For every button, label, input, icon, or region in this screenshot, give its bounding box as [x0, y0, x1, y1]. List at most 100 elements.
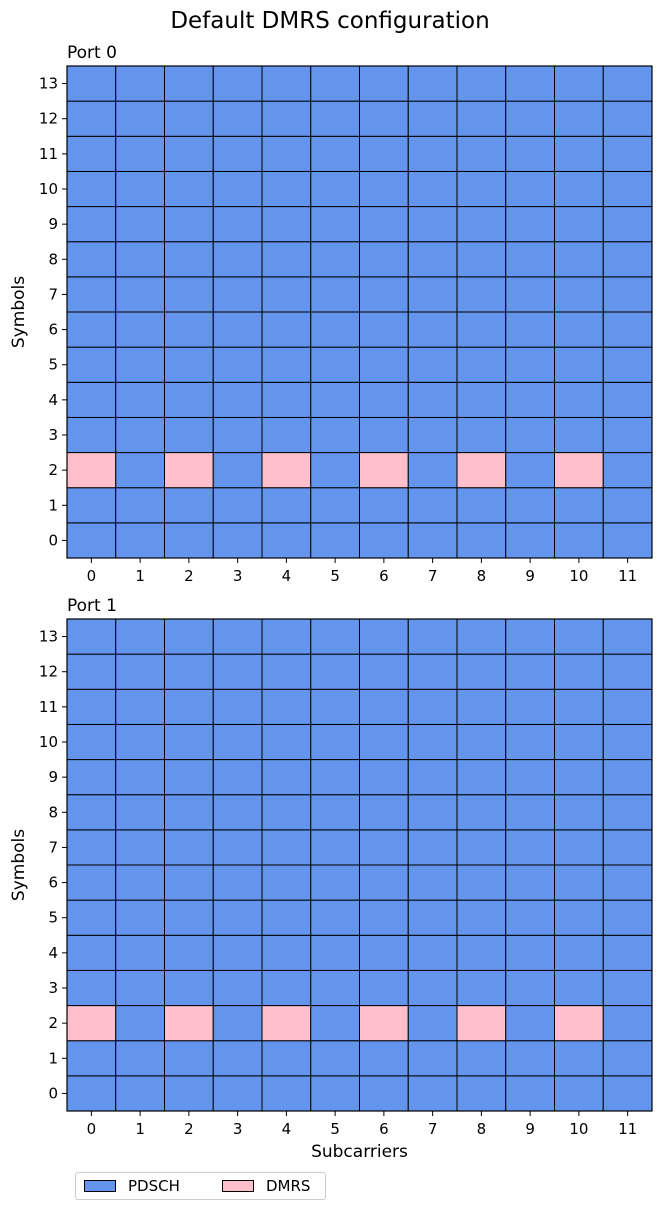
legend-label-dmrs: DMRS	[266, 1177, 311, 1195]
cell-dmrs-p0-s2-c4	[261, 452, 312, 489]
cell-pdsch-p0-s4-c2	[164, 381, 214, 418]
cell-pdsch-p0-s10-c9	[505, 170, 555, 208]
cell-pdsch-p0-s7-c4	[261, 276, 312, 313]
cell-pdsch-p1-s1-c1	[115, 1040, 165, 1077]
cell-pdsch-p1-s8-c0	[66, 794, 117, 831]
cell-pdsch-p0-s4-c8	[456, 381, 507, 418]
cell-pdsch-p0-s9-c8	[456, 206, 507, 243]
cell-pdsch-p0-s7-c8	[456, 276, 507, 313]
y-tick-label-p1-8: 8	[48, 803, 58, 821]
x-tick-label-p0-4: 4	[282, 567, 292, 585]
cell-pdsch-p1-s3-c5	[310, 969, 360, 1007]
cell-pdsch-p0-s3-c11	[602, 416, 653, 454]
cell-pdsch-p1-s4-c0	[66, 934, 117, 971]
cell-pdsch-p1-s5-c1	[115, 899, 165, 936]
cell-pdsch-p1-s9-c11	[602, 759, 653, 796]
cell-pdsch-p0-s9-c11	[602, 206, 653, 243]
cell-pdsch-p0-s3-c4	[261, 416, 312, 454]
cell-pdsch-p1-s2-c3	[212, 1005, 263, 1042]
y-tick-label-p1-1: 1	[48, 1049, 58, 1067]
cell-pdsch-p1-s0-c10	[554, 1075, 604, 1112]
cell-pdsch-p0-s2-c7	[407, 452, 458, 489]
cell-pdsch-p1-s9-c5	[310, 759, 360, 796]
x-tick-label-p0-3: 3	[233, 567, 243, 585]
cell-pdsch-p0-s9-c0	[66, 206, 117, 243]
cell-pdsch-p1-s3-c0	[66, 969, 117, 1007]
cell-pdsch-p1-s8-c4	[261, 794, 312, 831]
cell-pdsch-p0-s9-c5	[310, 206, 360, 243]
cell-pdsch-p0-s2-c1	[115, 452, 165, 489]
cell-pdsch-p0-s10-c8	[456, 170, 507, 208]
cell-pdsch-p1-s8-c7	[407, 794, 458, 831]
x-tick-label-p0-6: 6	[379, 567, 389, 585]
cell-pdsch-p1-s3-c9	[505, 969, 555, 1007]
cell-pdsch-p1-s4-c5	[310, 934, 360, 971]
x-tick-label-p0-9: 9	[525, 567, 535, 585]
cell-pdsch-p0-s1-c6	[359, 487, 409, 524]
x-tick-label-p1-6: 6	[379, 1120, 389, 1138]
cell-pdsch-p1-s7-c9	[505, 829, 555, 866]
cell-pdsch-p1-s7-c0	[66, 829, 117, 866]
cell-pdsch-p1-s10-c8	[456, 723, 507, 761]
cell-pdsch-p0-s5-c1	[115, 346, 165, 383]
cell-pdsch-p0-s12-c6	[359, 100, 409, 137]
cell-pdsch-p0-s1-c8	[456, 487, 507, 524]
cell-pdsch-p1-s13-c5	[310, 618, 360, 655]
figure-title: Default DMRS configuration	[170, 8, 489, 34]
cell-pdsch-p1-s11-c1	[115, 688, 165, 725]
cell-pdsch-p1-s13-c4	[261, 618, 312, 655]
cell-pdsch-p1-s9-c4	[261, 759, 312, 796]
cell-pdsch-p0-s13-c3	[212, 65, 263, 102]
cell-pdsch-p0-s2-c5	[310, 452, 360, 489]
cell-pdsch-p1-s3-c2	[164, 969, 214, 1007]
cell-pdsch-p1-s11-c6	[359, 688, 409, 725]
legend-swatch-pdsch	[84, 1180, 116, 1192]
cell-pdsch-p1-s11-c0	[66, 688, 117, 725]
cell-pdsch-p1-s12-c5	[310, 653, 360, 690]
cell-pdsch-p1-s3-c4	[261, 969, 312, 1007]
x-tick-label-p1-7: 7	[428, 1120, 438, 1138]
cell-pdsch-p1-s11-c4	[261, 688, 312, 725]
cell-pdsch-p0-s10-c6	[359, 170, 409, 208]
cell-pdsch-p0-s6-c9	[505, 311, 555, 348]
cell-pdsch-p0-s12-c0	[66, 100, 117, 137]
cell-pdsch-p0-s7-c11	[602, 276, 653, 313]
cell-pdsch-p1-s7-c2	[164, 829, 214, 866]
cell-pdsch-p1-s0-c5	[310, 1075, 360, 1112]
cell-pdsch-p1-s1-c7	[407, 1040, 458, 1077]
cell-pdsch-p1-s5-c3	[212, 899, 263, 936]
cell-dmrs-p0-s2-c0	[66, 452, 117, 489]
cell-pdsch-p0-s11-c0	[66, 135, 117, 172]
cell-pdsch-p1-s6-c8	[456, 864, 507, 901]
cell-pdsch-p1-s12-c10	[554, 653, 604, 690]
cell-pdsch-p0-s1-c3	[212, 487, 263, 524]
cell-pdsch-p1-s5-c11	[602, 899, 653, 936]
cell-pdsch-p1-s6-c9	[505, 864, 555, 901]
cell-pdsch-p0-s2-c3	[212, 452, 263, 489]
cell-pdsch-p1-s11-c3	[212, 688, 263, 725]
cell-pdsch-p1-s9-c2	[164, 759, 214, 796]
cell-pdsch-p1-s11-c10	[554, 688, 604, 725]
cell-pdsch-p1-s7-c6	[359, 829, 409, 866]
cell-pdsch-p1-s1-c11	[602, 1040, 653, 1077]
y-tick-label-p1-4: 4	[48, 944, 58, 962]
cell-pdsch-p1-s8-c8	[456, 794, 507, 831]
cell-pdsch-p1-s13-c10	[554, 618, 604, 655]
cell-pdsch-p0-s9-c10	[554, 206, 604, 243]
cell-pdsch-p1-s13-c11	[602, 618, 653, 655]
cell-pdsch-p1-s10-c9	[505, 723, 555, 761]
cell-pdsch-p1-s13-c6	[359, 618, 409, 655]
plot-frame-p0	[66, 65, 653, 559]
cell-pdsch-p0-s3-c7	[407, 416, 458, 454]
cell-pdsch-p0-s11-c3	[212, 135, 263, 172]
y-tick-label-p0-12: 12	[39, 110, 58, 128]
cell-pdsch-p0-s5-c3	[212, 346, 263, 383]
y-tick-label-p0-4: 4	[48, 391, 58, 409]
legend: PDSCH DMRS	[75, 1172, 326, 1200]
cell-pdsch-p0-s1-c4	[261, 487, 312, 524]
cell-pdsch-p0-s4-c3	[212, 381, 263, 418]
cell-pdsch-p0-s13-c0	[66, 65, 117, 102]
cell-pdsch-p1-s8-c1	[115, 794, 165, 831]
cell-pdsch-p0-s5-c9	[505, 346, 555, 383]
x-tick-label-p1-5: 5	[330, 1120, 340, 1138]
